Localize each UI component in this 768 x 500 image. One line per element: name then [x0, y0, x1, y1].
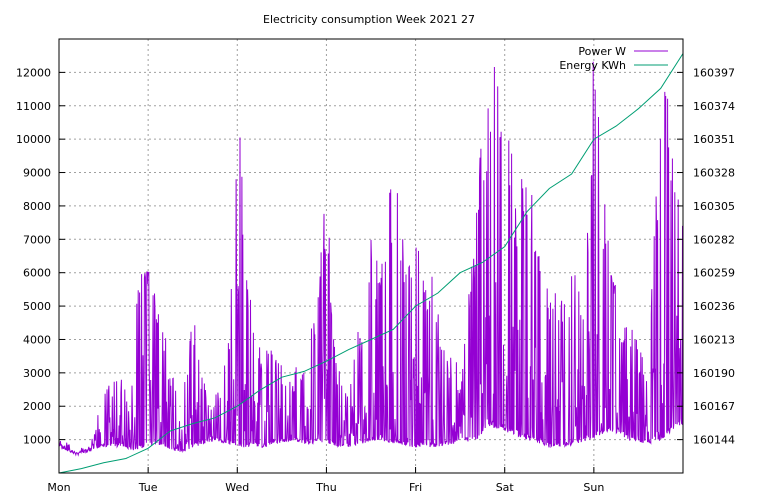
- y2-tick-label: 160167: [693, 400, 735, 413]
- x-tick-label: Sat: [496, 481, 515, 494]
- y-tick-label: 6000: [23, 267, 51, 280]
- y2-tick-label: 160351: [693, 133, 735, 146]
- y-tick-label: 8000: [23, 200, 51, 213]
- y2-tick-label: 160305: [693, 200, 735, 213]
- y-tick-label: 2000: [23, 400, 51, 413]
- energy-line: [58, 53, 684, 474]
- y-tick-label: 7000: [23, 233, 51, 246]
- legend-label: Power W: [578, 45, 626, 58]
- x-tick-label: Sun: [583, 481, 604, 494]
- y-tick-label: 5000: [23, 300, 51, 313]
- power-line: [58, 61, 684, 457]
- y-tick-label: 10000: [16, 133, 51, 146]
- y2-tick-label: 160397: [693, 66, 735, 79]
- legend-label: Energy KWh: [559, 59, 626, 72]
- x-tick-label: Wed: [225, 481, 249, 494]
- y-tick-label: 4000: [23, 333, 51, 346]
- y2-tick-label: 160144: [693, 434, 735, 447]
- plot-frame: [58, 38, 684, 474]
- x-axis-ticks: Mon Tue Wed Thu Fri Sat Sun: [47, 467, 604, 494]
- x-tick-label: Fri: [409, 481, 422, 494]
- x-tick-label: Thu: [315, 481, 337, 494]
- power-series: [58, 61, 684, 457]
- y2-axis-ticks: 160144 160167 160190 160213 160236 160259 1602…: [677, 66, 735, 447]
- x-tick-label: Tue: [138, 481, 158, 494]
- y-tick-label: 9000: [23, 167, 51, 180]
- y-tick-label: 1000: [23, 434, 51, 447]
- y-tick-label: 11000: [16, 100, 51, 113]
- y-axis-ticks: 1000 2000 3000 4000 5000 6000 7000 8000 9000 1000…: [16, 66, 65, 447]
- y-tick-label: 3000: [23, 367, 51, 380]
- y2-tick-label: 160374: [693, 100, 735, 113]
- y2-tick-label: 160282: [693, 233, 735, 246]
- chart-title: Electricity consumption Week 2021 27: [263, 13, 475, 26]
- y-tick-label: 12000: [16, 66, 51, 79]
- energy-series: [58, 53, 684, 474]
- y2-tick-label: 160236: [693, 300, 735, 313]
- y2-tick-label: 160213: [693, 333, 735, 346]
- x-tick-label: Mon: [47, 481, 70, 494]
- y2-tick-label: 160190: [693, 367, 735, 380]
- y2-tick-label: 160259: [693, 267, 735, 280]
- y2-tick-label: 160328: [693, 167, 735, 180]
